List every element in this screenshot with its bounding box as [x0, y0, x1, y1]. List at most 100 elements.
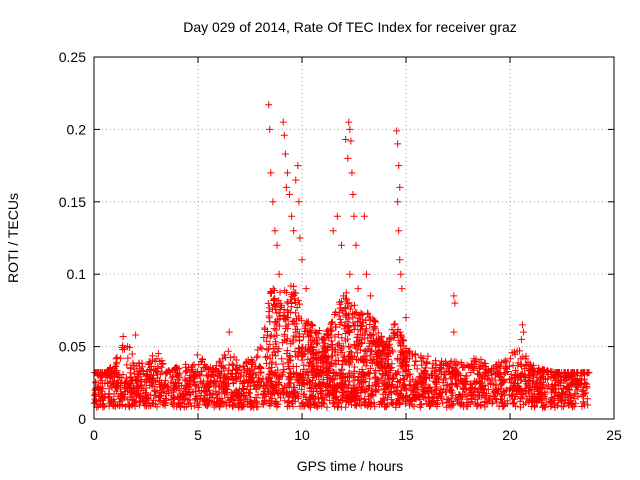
baseline-point: [272, 326, 280, 334]
active-period-point: [341, 353, 349, 361]
baseline-point: [537, 384, 545, 392]
baseline-point: [308, 391, 316, 399]
baseline-point: [193, 351, 201, 359]
active-period-point: [353, 334, 361, 342]
active-period-point: [335, 342, 343, 350]
baseline-point: [285, 364, 293, 372]
baseline-point: [258, 345, 266, 353]
baseline-point: [343, 398, 351, 406]
baseline-point: [210, 382, 218, 390]
baseline-point: [146, 381, 154, 389]
baseline-point: [145, 358, 153, 366]
baseline-point: [237, 368, 245, 376]
baseline-point: [234, 367, 242, 375]
baseline-point: [120, 380, 128, 388]
baseline-point: [507, 370, 515, 378]
active-period-point: [294, 353, 302, 361]
baseline-point: [445, 364, 453, 372]
active-period-point: [301, 345, 309, 353]
active-period-point: [326, 362, 334, 370]
active-period-point: [272, 360, 280, 368]
baseline-point: [242, 392, 250, 400]
baseline-point: [312, 373, 320, 381]
active-period-point: [354, 314, 362, 322]
baseline-point: [186, 399, 194, 407]
baseline-point: [481, 385, 489, 393]
baseline-point: [348, 384, 356, 392]
baseline-point: [98, 392, 106, 400]
active-period-point: [292, 298, 300, 306]
baseline-point: [326, 396, 334, 404]
baseline-point: [142, 378, 150, 386]
baseline-point: [352, 387, 360, 395]
baseline-point: [342, 391, 350, 399]
baseline-point: [101, 369, 109, 377]
notable-point: [286, 191, 294, 199]
baseline-point: [514, 387, 522, 395]
active-period-point: [320, 342, 328, 350]
baseline-point: [432, 391, 440, 399]
active-period-point: [283, 289, 291, 297]
baseline-point: [535, 396, 543, 404]
active-period-point: [270, 325, 278, 333]
notable-point: [294, 162, 302, 170]
baseline-point: [398, 394, 406, 402]
active-period-point: [308, 321, 316, 329]
baseline-point: [345, 342, 353, 350]
baseline-point: [490, 392, 498, 400]
active-period-point: [393, 356, 401, 364]
baseline-point: [388, 399, 396, 407]
baseline-point: [323, 403, 331, 411]
baseline-point: [510, 371, 518, 379]
baseline-point: [224, 393, 232, 401]
active-period-point: [360, 370, 368, 378]
baseline-point: [225, 366, 233, 374]
baseline-point: [501, 364, 509, 372]
baseline-point: [447, 357, 455, 365]
active-period-point: [369, 315, 377, 323]
active-period-point: [385, 334, 393, 342]
baseline-point: [344, 394, 352, 402]
notable-point: [292, 176, 300, 184]
baseline-point: [278, 371, 286, 379]
active-period-point: [266, 333, 274, 341]
baseline-point: [460, 363, 468, 371]
active-period-point: [367, 364, 375, 372]
baseline-point: [335, 399, 343, 407]
baseline-point: [230, 396, 238, 404]
active-period-point: [274, 347, 282, 355]
baseline-point: [442, 382, 450, 390]
baseline-point: [580, 401, 588, 409]
baseline-point: [246, 393, 254, 401]
baseline-point: [190, 361, 198, 369]
baseline-point: [519, 369, 527, 377]
notable-point: [350, 212, 358, 220]
active-period-point: [302, 320, 310, 328]
baseline-point: [220, 364, 228, 372]
baseline-point: [509, 384, 517, 392]
baseline-point: [278, 385, 286, 393]
baseline-point: [270, 388, 278, 396]
y-axis-label: ROTI / TECUs: [5, 193, 21, 283]
active-period-point: [342, 303, 350, 311]
baseline-point: [222, 373, 230, 381]
active-period-point: [374, 349, 382, 357]
baseline-point: [231, 374, 239, 382]
baseline-point: [285, 393, 293, 401]
active-period-point: [263, 331, 271, 339]
active-period-point: [295, 330, 303, 338]
baseline-point: [162, 368, 170, 376]
notable-point: [450, 292, 458, 300]
baseline-point: [421, 394, 429, 402]
baseline-point: [420, 393, 428, 401]
baseline-point: [379, 379, 387, 387]
baseline-point: [407, 397, 415, 405]
baseline-point: [159, 385, 167, 393]
baseline-point: [409, 386, 417, 394]
active-period-point: [292, 328, 300, 336]
baseline-point: [583, 380, 591, 388]
baseline-point: [211, 377, 219, 385]
baseline-point: [251, 396, 259, 404]
baseline-point: [500, 377, 508, 385]
